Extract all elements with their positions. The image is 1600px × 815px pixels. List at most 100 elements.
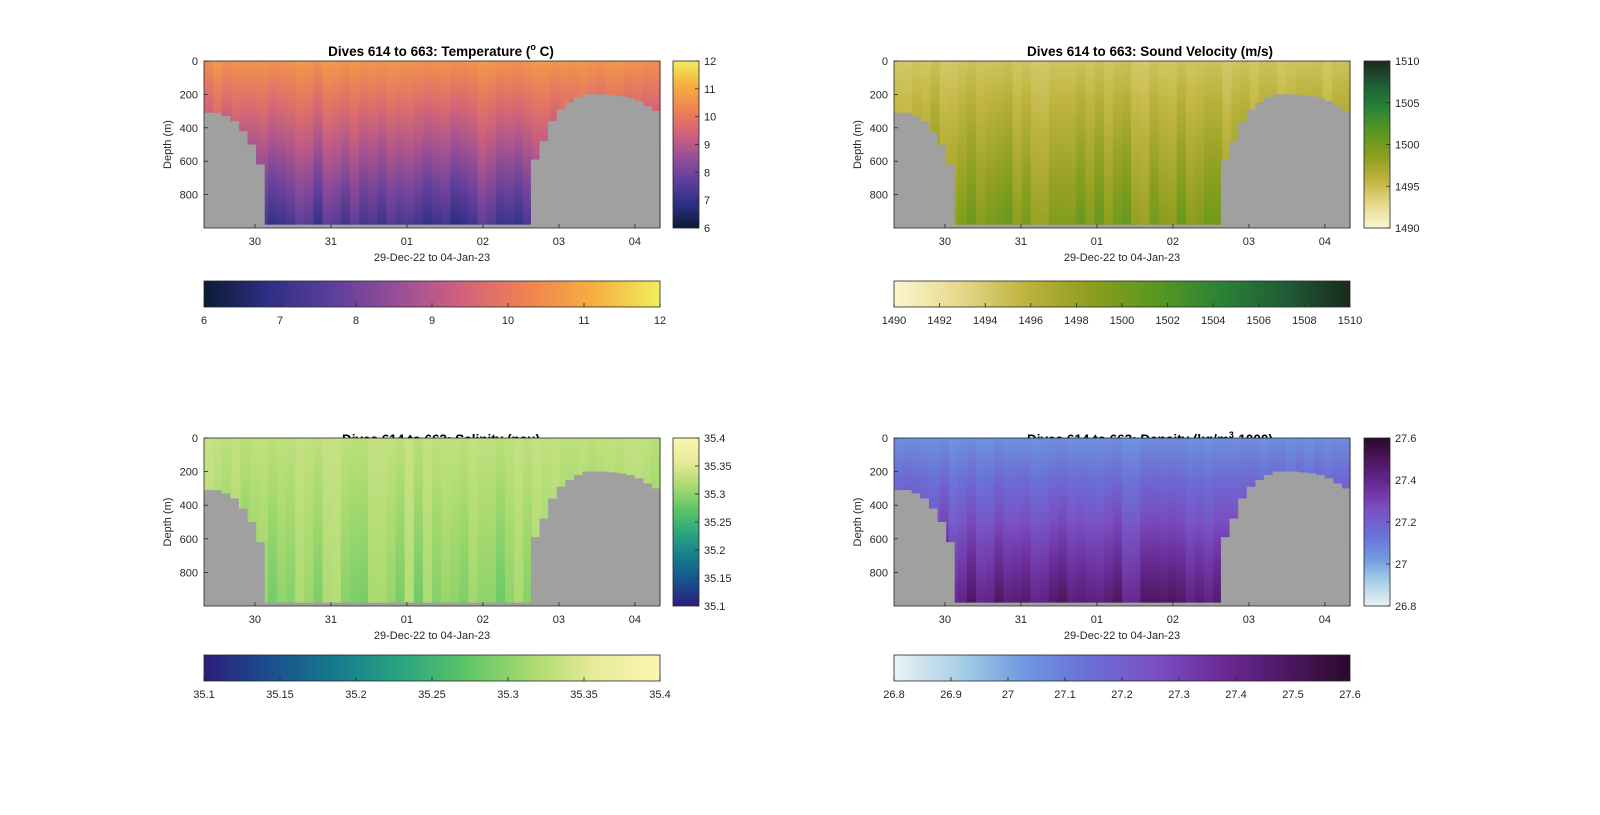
x-tick-label: 30 xyxy=(939,614,951,626)
data-column xyxy=(1131,438,1141,606)
bathymetry-column xyxy=(1126,224,1136,228)
data-column xyxy=(948,438,959,606)
bathymetry-column xyxy=(1074,602,1084,606)
data-column xyxy=(450,61,460,228)
x-tick-label: 01 xyxy=(401,236,413,248)
bathymetry-column xyxy=(582,471,592,606)
bathymetry-column xyxy=(462,602,472,606)
bathymetry-column xyxy=(928,131,938,228)
x-tick-label: 31 xyxy=(325,614,337,626)
bathymetry-column xyxy=(264,602,274,606)
colorbar-tick-label: 9 xyxy=(429,315,435,327)
bathymetry-column xyxy=(599,471,609,606)
data-column xyxy=(1149,438,1160,606)
bathymetry-column xyxy=(928,508,938,606)
data-column xyxy=(377,61,387,228)
bathymetry-column xyxy=(1341,111,1351,228)
bathymetry-column xyxy=(513,224,523,228)
bathymetry-column xyxy=(255,542,265,606)
bathymetry-column xyxy=(410,602,420,606)
data-column xyxy=(413,438,424,606)
data-column xyxy=(1140,61,1150,228)
x-axis-label: 29-Dec-22 to 04-Jan-23 xyxy=(374,630,490,642)
bathymetry-column xyxy=(1315,474,1325,606)
bathymetry-column xyxy=(358,602,368,606)
bathymetry-column xyxy=(1238,121,1248,228)
data-column xyxy=(523,61,533,228)
bathymetry-column xyxy=(937,522,947,606)
data-column xyxy=(404,438,415,606)
data-column xyxy=(377,438,387,606)
axes-frame xyxy=(893,437,1351,607)
temperature-title: Dives 614 to 663: Temperature (o C) xyxy=(328,42,554,59)
y-tick-label: 600 xyxy=(180,534,198,546)
data-column xyxy=(514,61,524,228)
bathymetry-column xyxy=(651,488,661,606)
bathymetry-column xyxy=(1289,471,1299,606)
x-tick-label: 02 xyxy=(477,236,489,248)
x-tick-label: 01 xyxy=(401,614,413,626)
bathymetry-column xyxy=(307,602,317,606)
x-tick-label: 30 xyxy=(939,236,951,248)
colorbar-tick-label: 35.35 xyxy=(570,689,598,701)
vertical-colorbar xyxy=(1363,60,1391,229)
bathymetry-column xyxy=(247,522,257,606)
data-column xyxy=(267,438,278,606)
data-column xyxy=(386,61,397,228)
data-column xyxy=(322,61,333,228)
bathymetry-column xyxy=(367,224,377,228)
bathymetry-column xyxy=(393,224,403,228)
bathymetry-column xyxy=(1169,602,1179,606)
bathymetry-column xyxy=(401,224,411,228)
bathymetry-column xyxy=(436,224,446,228)
colorbar-tick-label: 35.1 xyxy=(704,601,725,613)
bathymetry-column xyxy=(634,101,644,228)
bathymetry-column xyxy=(1298,95,1308,228)
bathymetry-column xyxy=(945,542,955,606)
x-tick-label: 03 xyxy=(553,236,565,248)
bathymetry-column xyxy=(1040,224,1050,228)
bathymetry-column xyxy=(945,164,955,228)
bathymetry-column xyxy=(1246,109,1256,228)
bathymetry-column xyxy=(902,112,912,228)
bathymetry-column xyxy=(1238,498,1248,606)
colorbar-tick-label: 27.5 xyxy=(1282,689,1303,701)
data-column xyxy=(313,61,324,228)
bathymetry-column xyxy=(1246,486,1256,606)
bathymetry-column xyxy=(591,94,601,229)
data-column xyxy=(304,61,315,228)
bathymetry-column xyxy=(427,602,437,606)
data-column xyxy=(432,438,442,606)
bathymetry-column xyxy=(341,602,351,606)
temperature-panel: Dives 614 to 663: Temperature (o C) 0200… xyxy=(162,42,716,327)
bathymetry-column xyxy=(367,602,377,606)
colorbar-tick-label: 27.4 xyxy=(1395,475,1416,487)
colorbar-tick-label: 6 xyxy=(201,315,207,327)
y-tick-label: 400 xyxy=(870,123,888,135)
data-column xyxy=(258,61,269,228)
bathymetry-column xyxy=(1152,224,1162,228)
colorbar-tick-label: 35.15 xyxy=(266,689,294,701)
data-column xyxy=(504,438,515,606)
colorbar-tick-label: 1496 xyxy=(1019,315,1043,327)
bathymetry-column xyxy=(505,602,515,606)
bathymetry-column xyxy=(462,224,472,228)
bathymetry-column xyxy=(573,474,584,606)
bathymetry-column xyxy=(212,490,222,606)
y-tick-label: 800 xyxy=(870,567,888,579)
y-tick-label: 0 xyxy=(192,433,198,445)
bathymetry-column xyxy=(1324,101,1334,228)
colorbar-tick-label: 8 xyxy=(704,167,710,179)
bathymetry-column xyxy=(470,224,480,228)
data-column xyxy=(1158,61,1169,228)
bathymetry-column xyxy=(988,602,998,606)
colorbar-tick-label: 35.2 xyxy=(345,689,366,701)
x-axis-label: 29-Dec-22 to 04-Jan-23 xyxy=(1064,252,1180,264)
bathymetry-column xyxy=(548,121,558,228)
data-column xyxy=(1012,438,1023,606)
bathymetry-column xyxy=(539,141,549,228)
bathymetry-column xyxy=(212,112,222,228)
colorbar-tick-label: 11 xyxy=(704,84,715,96)
colorbar-tick-label: 10 xyxy=(502,315,514,327)
bathymetry-column xyxy=(1066,602,1076,606)
